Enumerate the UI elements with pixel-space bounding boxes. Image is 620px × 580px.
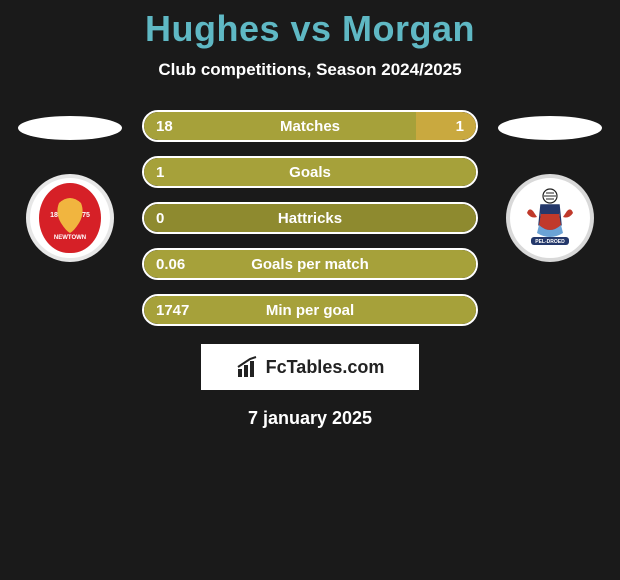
stat-value-left: 1747: [156, 302, 189, 319]
left-player-col: NEWTOWN 18 75: [10, 110, 130, 262]
stats-column: 18 1 Matches 1 Goals 0 Hattricks 0.06 Goals per …: [130, 110, 490, 326]
right-team-badge: PEL-DROED: [506, 174, 594, 262]
stat-label: Hattricks: [278, 210, 342, 227]
comparison-card: Hughes vs Morgan Club competitions, Seas…: [0, 0, 620, 429]
svg-text:18: 18: [50, 212, 58, 219]
stat-value-left: 1: [156, 164, 164, 181]
stat-label: Goals per match: [251, 256, 369, 273]
stat-bar-hattricks: 0 Hattricks: [142, 202, 478, 234]
colwyn-crest-icon: PEL-DROED: [517, 185, 583, 251]
stat-bar-min-per-goal: 1747 Min per goal: [142, 294, 478, 326]
stat-value-right: 1: [456, 118, 464, 135]
brand-watermark: FcTables.com: [201, 344, 419, 390]
left-team-badge: NEWTOWN 18 75: [26, 174, 114, 262]
stat-bar-matches: 18 1 Matches: [142, 110, 478, 142]
brand-text: FcTables.com: [266, 357, 385, 378]
stat-value-left: 18: [156, 118, 173, 135]
main-row: NEWTOWN 18 75 18 1 Matches 1 Goals 0 Hattricks…: [0, 110, 620, 326]
stat-bar-goals-per-match: 0.06 Goals per match: [142, 248, 478, 280]
subtitle: Club competitions, Season 2024/2025: [0, 60, 620, 80]
stat-value-left: 0.06: [156, 256, 185, 273]
stat-label: Goals: [289, 164, 331, 181]
date-text: 7 january 2025: [0, 408, 620, 429]
chart-icon: [236, 355, 260, 379]
page-title: Hughes vs Morgan: [0, 8, 620, 50]
stat-label: Min per goal: [266, 302, 354, 319]
svg-text:NEWTOWN: NEWTOWN: [54, 235, 86, 241]
left-player-photo-placeholder: [18, 116, 122, 140]
stat-value-left: 0: [156, 210, 164, 227]
right-player-col: PEL-DROED: [490, 110, 610, 262]
stat-label: Matches: [280, 118, 340, 135]
right-player-photo-placeholder: [498, 116, 602, 140]
svg-text:75: 75: [82, 212, 90, 219]
stat-bar-goals: 1 Goals: [142, 156, 478, 188]
newtown-crest-icon: NEWTOWN 18 75: [39, 183, 101, 253]
svg-text:PEL-DROED: PEL-DROED: [535, 239, 565, 245]
stat-fill-right: [416, 112, 476, 140]
